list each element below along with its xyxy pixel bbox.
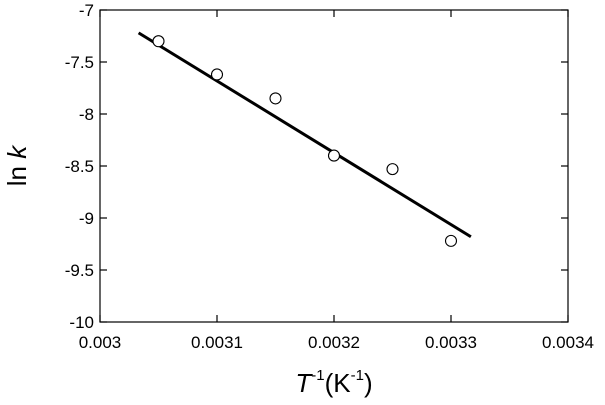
- y-tick-label: -8: [79, 105, 94, 124]
- y-tick-label: -9: [79, 209, 94, 228]
- data-point: [152, 35, 165, 48]
- data-point: [327, 149, 341, 162]
- data-point: [269, 92, 282, 105]
- data-point: [386, 163, 399, 176]
- axis-tick-labels: 0.003 0.0031 0.0032 0.0033 0.0034 -7 -7.5 -8 -8.…: [65, 1, 594, 352]
- y-tick-label: -8.5: [65, 157, 94, 176]
- fit-line: [137, 31, 472, 238]
- y-tick-label: -9.5: [65, 261, 94, 280]
- data-point: [444, 234, 458, 247]
- x-axis-title: T-1(K-1): [295, 367, 372, 398]
- x-tick-label: 0.003: [79, 333, 122, 352]
- x-tick-label: 0.0034: [542, 333, 594, 352]
- y-axis-title: ln k: [2, 144, 32, 186]
- y-tick-label: -7: [79, 1, 94, 20]
- y-tick-label: -7.5: [65, 53, 94, 72]
- x-tick-label: 0.0032: [308, 333, 360, 352]
- data-point: [210, 68, 224, 81]
- plot-frame: [99, 9, 569, 323]
- axis-ticks: [99, 9, 569, 323]
- x-tick-label: 0.0033: [425, 333, 477, 352]
- y-tick-label: -10: [69, 313, 94, 332]
- x-tick-label: 0.0031: [191, 333, 243, 352]
- data-points: [152, 35, 458, 247]
